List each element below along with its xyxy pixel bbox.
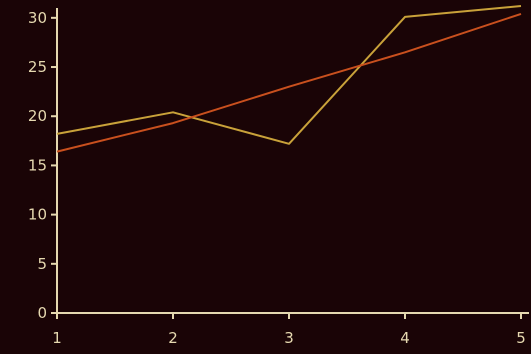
y-tick-label: 30 [28, 9, 47, 27]
x-tick-label: 3 [284, 329, 294, 347]
x-tick-label: 1 [52, 329, 62, 347]
axes: 0 5 10 15 20 25 30 1 2 3 4 5 [28, 8, 529, 347]
y-tick-label: 25 [28, 58, 47, 76]
series-group [56, 5, 522, 153]
x-tick-label: 4 [400, 329, 410, 347]
x-tick-label: 5 [516, 329, 526, 347]
y-tick-label: 5 [37, 255, 47, 273]
y-tick-label: 10 [28, 206, 47, 224]
series-line-1 [56, 5, 522, 145]
y-tick-label: 15 [28, 156, 47, 174]
series-line-2 [56, 12, 522, 153]
y-tick-label: 0 [37, 304, 47, 322]
y-tick-label: 20 [28, 107, 47, 125]
x-tick-label: 2 [168, 329, 178, 347]
